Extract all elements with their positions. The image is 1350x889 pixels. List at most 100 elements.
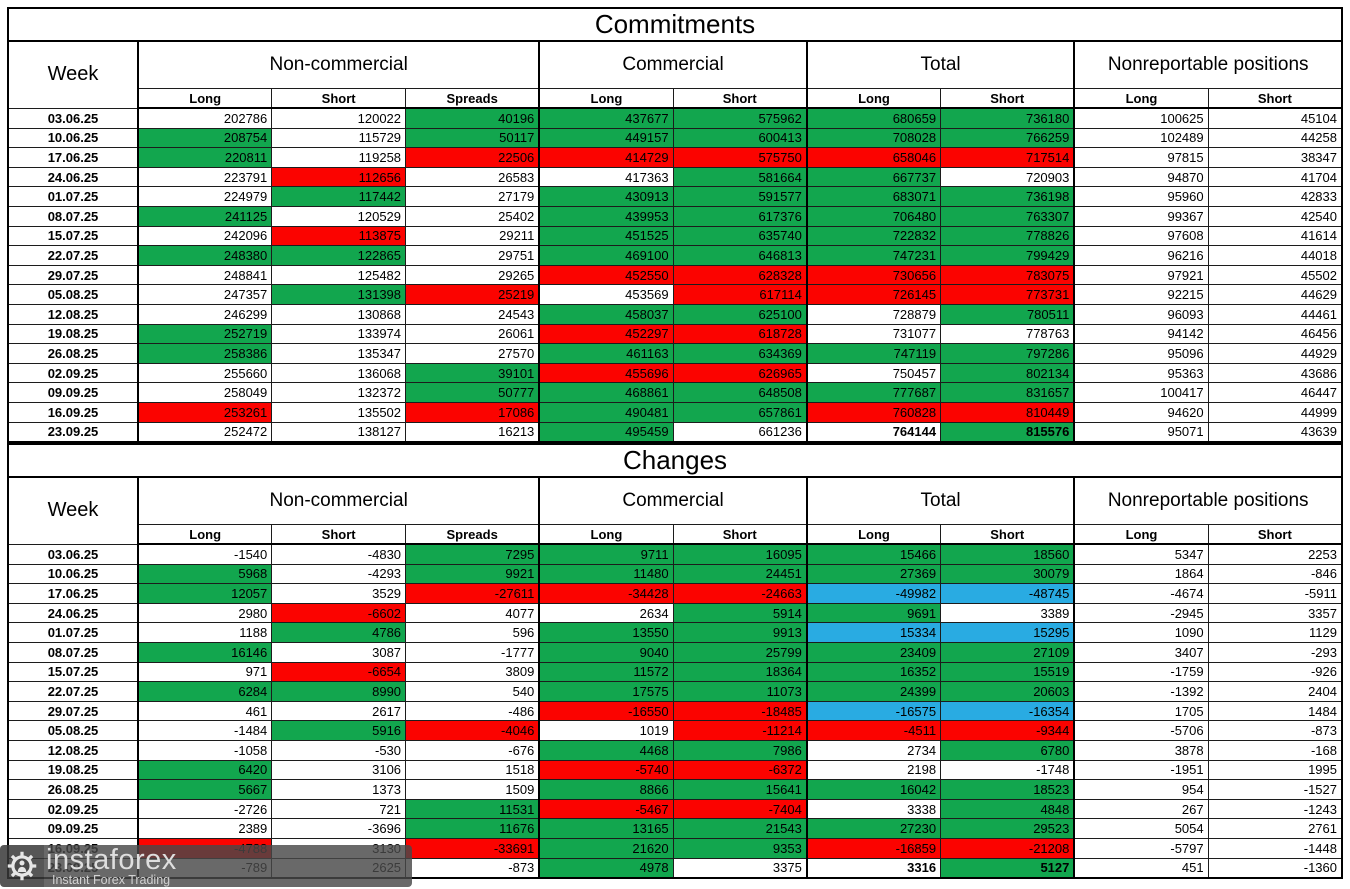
brand-tagline: Instant Forex Trading: [52, 872, 171, 887]
column-subheader: Short: [1207, 524, 1343, 546]
data-cell: 224979: [137, 186, 273, 207]
data-cell: 267: [1073, 798, 1209, 820]
data-cell: 971: [137, 661, 273, 683]
column-group-header: Nonreportable positions: [1073, 40, 1343, 89]
data-cell: 452550: [538, 264, 674, 286]
data-cell: 45104: [1207, 107, 1343, 129]
table-row: 02.09.25 255660 136068 39101 455696 626965 750…: [7, 362, 1343, 384]
data-cell: 5667: [137, 779, 273, 800]
data-cell: 24451: [672, 563, 808, 585]
week-date-cell: 24.06.25: [7, 166, 139, 188]
column-subheader: Short: [1207, 88, 1343, 109]
data-cell: 44461: [1207, 303, 1343, 325]
data-cell: 7295: [405, 543, 540, 565]
data-cell: 5347: [1073, 543, 1209, 565]
brand-name: instaforex: [46, 843, 177, 876]
data-cell: 2198: [805, 759, 942, 781]
data-cell: 1188: [137, 622, 273, 644]
data-cell: 8866: [538, 779, 674, 800]
data-cell: 9691: [805, 602, 942, 624]
table-row: 09.09.25 2389 -3696 11676 13165 21543 27230 295…: [7, 818, 1343, 839]
table-row: 03.06.25 202786 120022 40196 437677 575962 680…: [7, 107, 1343, 129]
data-cell: -1777: [405, 642, 540, 663]
data-cell: 731077: [805, 323, 942, 345]
column-subheader: Short: [271, 88, 407, 109]
table-row: 29.07.25 248841 125482 29265 452550 628328 730…: [7, 264, 1343, 286]
data-cell: 2617: [271, 700, 407, 722]
data-cell: 730656: [805, 264, 942, 286]
table-row: 10.06.25 208754 115729 50117 449157 600413 708…: [7, 127, 1343, 149]
data-cell: 720903: [940, 166, 1075, 188]
data-cell: 252472: [137, 421, 273, 443]
data-cell: -11214: [672, 720, 808, 742]
data-cell: 255660: [137, 362, 273, 384]
table-row: 01.07.25 1188 4786 596 13550 9913 15334 15295 10…: [7, 622, 1343, 644]
data-cell: 11572: [538, 661, 674, 683]
watermark: instaforex Instant Forex Trading: [0, 845, 412, 887]
data-cell: 581664: [672, 166, 808, 188]
table-row: 15.07.25 971 -6654 3809 11572 18364 16352 15519…: [7, 661, 1343, 683]
data-cell: 439953: [538, 205, 674, 227]
data-cell: 4786: [271, 622, 407, 644]
data-cell: 92215: [1073, 284, 1209, 305]
data-cell: 648508: [672, 382, 808, 403]
data-cell: 27230: [805, 818, 942, 839]
data-cell: -7404: [672, 798, 808, 820]
data-cell: -5911: [1207, 583, 1343, 604]
data-cell: 96216: [1073, 245, 1209, 266]
data-cell: 802134: [940, 362, 1075, 384]
column-group-header: Nonreportable positions: [1073, 476, 1343, 526]
week-date-cell: 03.06.25: [7, 543, 139, 565]
week-date-cell: 12.08.25: [7, 740, 139, 761]
data-cell: 4978: [538, 857, 674, 879]
week-date-cell: 09.09.25: [7, 382, 139, 403]
data-cell: -846: [1207, 563, 1343, 585]
data-cell: 797286: [940, 343, 1075, 364]
data-cell: -48745: [940, 583, 1075, 604]
data-cell: 15641: [672, 779, 808, 800]
data-cell: 6420: [137, 759, 273, 781]
data-cell: 815576: [940, 421, 1075, 443]
data-cell: 97921: [1073, 264, 1209, 286]
data-cell: 24399: [805, 681, 942, 702]
data-cell: 747231: [805, 245, 942, 266]
gear-logo-icon: [0, 845, 44, 887]
data-cell: 1995: [1207, 759, 1343, 781]
data-cell: 97608: [1073, 225, 1209, 247]
data-cell: 27570: [405, 343, 540, 364]
data-cell: 9913: [672, 622, 808, 644]
data-cell: -1748: [940, 759, 1075, 781]
week-date-cell: 10.06.25: [7, 563, 139, 585]
data-cell: 773731: [940, 284, 1075, 305]
data-cell: 25799: [672, 642, 808, 663]
column-subheader: Long: [137, 524, 273, 546]
data-cell: 451: [1073, 857, 1209, 879]
column-subheader: Short: [271, 524, 407, 546]
week-date-cell: 08.07.25: [7, 642, 139, 663]
data-cell: 764144: [805, 421, 942, 443]
data-cell: 954: [1073, 779, 1209, 800]
data-cell: 657861: [672, 401, 808, 423]
data-cell: 26061: [405, 323, 540, 345]
data-cell: 95960: [1073, 186, 1209, 207]
week-date-cell: 29.07.25: [7, 700, 139, 722]
data-cell: 461163: [538, 343, 674, 364]
data-cell: 4468: [538, 740, 674, 761]
data-cell: 717514: [940, 147, 1075, 168]
data-cell: 1864: [1073, 563, 1209, 585]
week-date-cell: 12.08.25: [7, 303, 139, 325]
data-cell: 17575: [538, 681, 674, 702]
data-cell: 9921: [405, 563, 540, 585]
column-subheader: Short: [672, 524, 808, 546]
data-cell: 29523: [940, 818, 1075, 839]
data-cell: 2389: [137, 818, 273, 839]
data-cell: 760828: [805, 401, 942, 423]
data-cell: 94870: [1073, 166, 1209, 188]
column-subheader: Spreads: [405, 524, 540, 546]
data-cell: 4077: [405, 602, 540, 624]
table-row: 02.09.25 -2726 721 11531 -5467 -7404 3338 4848 2…: [7, 798, 1343, 820]
data-cell: 248380: [137, 245, 273, 266]
data-cell: 23409: [805, 642, 942, 663]
data-cell: 94142: [1073, 323, 1209, 345]
data-cell: 9711: [538, 543, 674, 565]
